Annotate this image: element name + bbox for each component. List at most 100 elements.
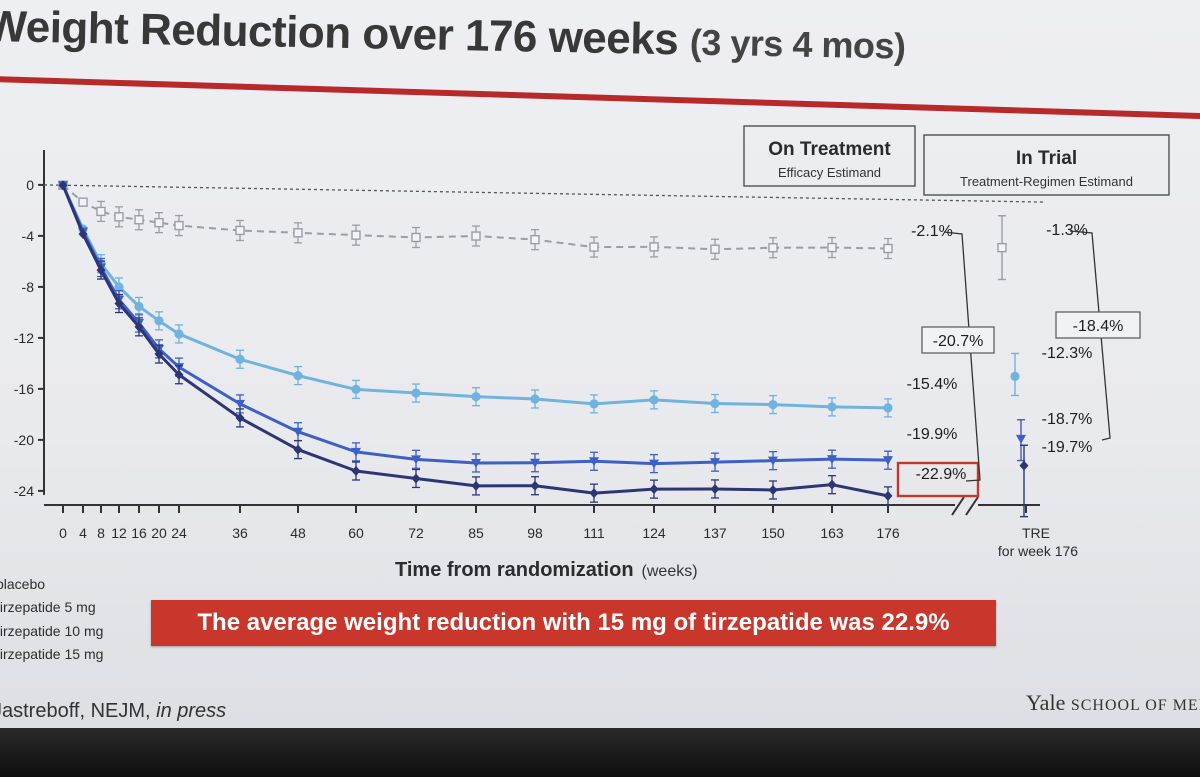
screen-bezel [0, 728, 1200, 777]
x-tick-label: 85 [468, 525, 484, 541]
data-point [411, 232, 421, 243]
data-point [134, 321, 144, 332]
x-tick-label: 163 [820, 525, 844, 541]
summary-banner: The average weight reduction with 15 mg … [151, 600, 996, 646]
data-point [58, 180, 68, 191]
data-point [78, 229, 88, 240]
x-tick-label: 60 [348, 525, 364, 541]
data-point [471, 392, 481, 402]
data-point [235, 354, 245, 364]
tre-point [1016, 434, 1026, 444]
data-point [174, 329, 184, 339]
data-point [293, 444, 303, 455]
data-point [827, 479, 837, 490]
data-point [411, 473, 421, 484]
x-tick-label: 124 [642, 525, 666, 541]
end-label: -22.9% [916, 466, 967, 483]
data-point [710, 483, 720, 494]
data-point [710, 458, 720, 468]
zero-reference-line [43, 184, 1046, 203]
data-point [411, 388, 421, 398]
data-point [293, 371, 303, 381]
data-point [883, 456, 893, 466]
data-point [174, 369, 184, 380]
tre-label: TRE [1022, 525, 1050, 541]
x-tick-label: 8 [97, 525, 105, 541]
diff-label-box [921, 326, 995, 354]
data-point [114, 212, 124, 222]
data-point [351, 447, 361, 457]
panel-on-treatment-subtitle: Efficacy Estimand [778, 165, 881, 180]
data-point [649, 242, 659, 252]
diff-label-box [1055, 311, 1141, 339]
x-axis-units: (weeks) [642, 563, 698, 580]
logo-school: SCHOOL OF MEDICINE [1070, 697, 1200, 714]
diff-label-in-trial: -18.4% [1073, 318, 1124, 335]
data-point [293, 427, 303, 437]
data-point [649, 395, 659, 405]
data-point [768, 399, 778, 410]
data-point [589, 242, 599, 252]
panel-in-trial-title: In Trial [1016, 148, 1077, 169]
data-point [78, 197, 88, 207]
series-line [61, 184, 889, 410]
data-point [235, 225, 245, 236]
axis-break-mark [965, 496, 979, 516]
data-point [883, 243, 893, 254]
data-point [134, 215, 144, 225]
data-point [96, 265, 106, 276]
data-point [351, 384, 361, 395]
x-tick-label: 24 [171, 525, 187, 541]
end-label: -15.4% [907, 376, 958, 393]
x-axis-label: Time from randomization (weeks) [395, 559, 698, 581]
data-point [154, 217, 164, 228]
x-tick-label: 111 [583, 525, 604, 541]
data-point [827, 455, 837, 465]
tre-point [1019, 460, 1029, 471]
tre-point [1010, 371, 1020, 381]
data-point [471, 480, 481, 491]
data-point [114, 282, 124, 292]
data-point [96, 206, 106, 217]
data-point [710, 398, 720, 409]
legend-item-15mg: tirzepatide 15 mg [0, 646, 104, 662]
yale-logo: Yale SCHOOL OF MEDICINE [1026, 690, 1200, 716]
axis-break-mark [951, 496, 965, 516]
x-tick-label: 4 [79, 525, 87, 541]
data-point [883, 403, 893, 413]
y-tick-label: -12 [14, 330, 34, 346]
data-point [530, 480, 540, 491]
end-label: -2.1% [911, 223, 953, 240]
data-point [710, 244, 720, 254]
data-point [293, 228, 303, 238]
data-point [351, 466, 361, 477]
data-point [649, 459, 659, 469]
data-point [589, 399, 599, 409]
tre-value-label: -12.3% [1042, 345, 1093, 362]
panel-on-treatment-title: On Treatment [768, 139, 891, 160]
data-point [768, 484, 778, 495]
x-tick-label: 36 [232, 525, 248, 541]
tre-label-sub: for week 176 [998, 543, 1078, 559]
x-tick-label: 176 [876, 525, 900, 541]
legend-item-10mg: tirzepatide 10 mg [0, 623, 104, 639]
x-tick-label: 72 [408, 525, 424, 541]
y-tick-label: -24 [14, 483, 34, 499]
y-tick-label: 0 [26, 177, 34, 193]
panel-on-treatment-box [743, 125, 916, 187]
y-tick-label: -8 [22, 279, 35, 295]
data-point [883, 490, 893, 501]
panel-in-trial-subtitle: Treatment-Regimen Estimand [960, 174, 1133, 189]
data-point [530, 394, 540, 404]
x-tick-label: 48 [290, 525, 306, 541]
data-point [589, 488, 599, 499]
citation: Jastreboff, NEJM, in press [0, 700, 226, 723]
data-point [411, 455, 421, 465]
tre-value-label: -19.7% [1042, 439, 1093, 456]
tre-point [997, 242, 1007, 253]
y-tick-label: -4 [22, 228, 35, 244]
data-point [351, 230, 361, 240]
x-tick-label: 16 [131, 525, 147, 541]
